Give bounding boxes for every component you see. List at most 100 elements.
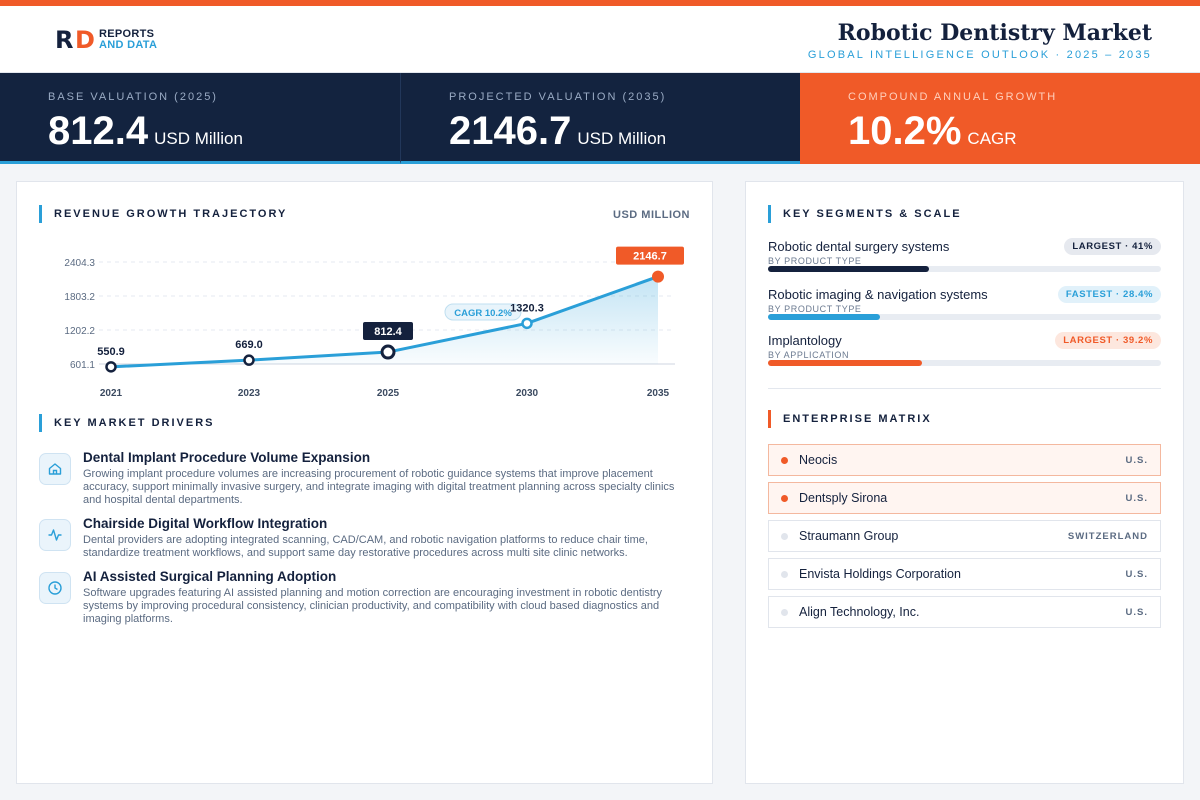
driver-item: Dental Implant Procedure Volume Expansio… xyxy=(39,450,689,510)
kpi-strip: BASE VALUATION (2025) 812.4 USD Million P… xyxy=(0,73,1200,164)
data-label: 1320.3 xyxy=(510,302,544,314)
segment-badge: LARGEST · 39.2% xyxy=(1055,332,1161,349)
x-tick-label: 2035 xyxy=(647,388,670,399)
y-tick-label: 2404.3 xyxy=(64,258,95,269)
revenue-chart: 601.1 1202.2 1803.2 2404.3 CAGR 10.2% 550.9 20… xyxy=(33,240,693,410)
segment-category: BY PRODUCT TYPE xyxy=(768,304,862,314)
segment-item: Implantology BY APPLICATION LARGEST · 39… xyxy=(768,332,1161,373)
segment-track xyxy=(768,360,1161,366)
company-country: U.S. xyxy=(1125,607,1148,618)
company-name: Dentsply Sirona xyxy=(799,491,888,505)
data-label: 669.0 xyxy=(235,339,263,351)
data-point xyxy=(105,361,117,373)
driver-description: Growing implant procedure volumes are in… xyxy=(83,468,675,506)
data-label: 550.9 xyxy=(97,346,125,358)
kpi-unit: USD Million xyxy=(154,129,243,148)
drivers-heading-text: KEY MARKET DRIVERS xyxy=(54,417,215,429)
drivers-list: Dental Implant Procedure Volume Expansio… xyxy=(39,450,689,635)
cagr-label: CAGR 10.2% xyxy=(454,308,512,319)
revenue-panel: REVENUE GROWTH TRAJECTORY USD MILLION 60… xyxy=(16,181,713,784)
segment-bar xyxy=(768,266,930,272)
segment-track xyxy=(768,314,1161,320)
driver-description: Dental providers are adopting integrated… xyxy=(83,534,648,559)
page-subtitle: GLOBAL INTELLIGENCE OUTLOOK · 2025 – 203… xyxy=(807,49,1152,61)
status-dot xyxy=(781,457,788,464)
company-row[interactable]: Straumann Group SWITZERLAND xyxy=(768,520,1161,552)
company-name: Align Technology, Inc. xyxy=(799,605,920,619)
kpi-unit: CAGR xyxy=(967,129,1017,148)
status-dot xyxy=(781,571,788,578)
unit-label: USD MILLION xyxy=(613,209,690,221)
value-label-bg xyxy=(363,322,413,341)
enterprise-heading: ENTERPRISE MATRIX xyxy=(768,410,932,428)
area-fill xyxy=(111,276,658,367)
company-country: SWITZERLAND xyxy=(1067,531,1148,542)
segment-category: BY APPLICATION xyxy=(768,350,850,360)
kpi-base-valuation: BASE VALUATION (2025) 812.4 USD Million xyxy=(0,73,400,164)
revenue-chart-svg: 601.1 1202.2 1803.2 2404.3 CAGR 10.2% 550.9 20… xyxy=(64,246,684,399)
kpi-value: 812.4 xyxy=(48,109,149,153)
x-tick-label: 2030 xyxy=(516,388,539,399)
kpi-cagr: COMPOUND ANNUAL GROWTH 10.2% CAGR xyxy=(800,73,1200,164)
segment-item: Robotic dental surgery systems BY PRODUC… xyxy=(768,238,1161,279)
page-title: Robotic Dentistry Market xyxy=(837,20,1152,46)
data-label: 812.4 xyxy=(374,326,402,338)
company-country: U.S. xyxy=(1125,493,1148,504)
company-row[interactable]: Envista Holdings Corporation U.S. xyxy=(768,558,1161,590)
segment-name: Robotic dental surgery systems xyxy=(768,239,950,254)
driver-title: Dental Implant Procedure Volume Expansio… xyxy=(83,450,371,465)
segments-heading-text: KEY SEGMENTS & SCALE xyxy=(783,208,962,220)
home-icon xyxy=(39,453,71,485)
driver-title: AI Assisted Surgical Planning Adoption xyxy=(83,569,337,584)
section-divider xyxy=(768,388,1161,389)
segment-bar xyxy=(768,360,923,366)
company-name: Straumann Group xyxy=(799,529,899,543)
x-tick-label: 2025 xyxy=(377,388,400,399)
driver-description: Software upgrades featuring AI assisted … xyxy=(83,587,663,625)
driver-title: Chairside Digital Workflow Integration xyxy=(83,516,328,531)
enterprise-heading-text: ENTERPRISE MATRIX xyxy=(783,413,932,425)
kpi-label: COMPOUND ANNUAL GROWTH xyxy=(848,91,1058,103)
activity-icon xyxy=(39,519,71,551)
kpi-label: BASE VALUATION (2025) xyxy=(48,91,218,103)
data-point xyxy=(652,270,664,283)
top-accent-bar xyxy=(0,0,1200,6)
kpi-value: 10.2% xyxy=(848,109,962,153)
data-point xyxy=(380,344,396,360)
company-row[interactable]: Align Technology, Inc. U.S. xyxy=(768,596,1161,628)
segments-heading: KEY SEGMENTS & SCALE xyxy=(768,205,962,223)
company-row[interactable]: Neocis U.S. xyxy=(768,444,1161,476)
y-tick-label: 1803.2 xyxy=(64,292,95,303)
segment-name: Implantology xyxy=(768,333,842,348)
value-label-bg xyxy=(616,246,684,265)
segments-panel: KEY SEGMENTS & SCALE Robotic dental surg… xyxy=(745,181,1184,784)
kpi-unit: USD Million xyxy=(577,129,667,148)
logo-line-2: AND DATA xyxy=(99,39,158,51)
data-label: 2146.7 xyxy=(633,251,667,263)
drivers-heading: KEY MARKET DRIVERS xyxy=(39,414,214,432)
company-country: U.S. xyxy=(1125,455,1148,466)
segment-category: BY PRODUCT TYPE xyxy=(768,256,862,266)
y-tick-label: 601.1 xyxy=(70,360,95,371)
x-tick-label: 2023 xyxy=(238,388,261,399)
driver-item: AI Assisted Surgical Planning Adoption S… xyxy=(39,569,689,629)
revenue-heading-text: REVENUE GROWTH TRAJECTORY xyxy=(54,208,288,220)
data-point xyxy=(521,317,533,330)
segment-bar xyxy=(768,314,880,320)
kpi-projected-valuation: PROJECTED VALUATION (2035) 2146.7 USD Mil… xyxy=(400,73,800,164)
data-point xyxy=(243,354,255,366)
logo-line-1: REPORTS xyxy=(99,28,155,40)
driver-item: Chairside Digital Workflow Integration D… xyxy=(39,516,689,563)
clock-icon xyxy=(39,572,71,604)
y-tick-label: 1202.2 xyxy=(64,326,95,337)
company-row[interactable]: Dentsply Sirona U.S. xyxy=(768,482,1161,514)
company-country: U.S. xyxy=(1125,569,1148,580)
company-name: Envista Holdings Corporation xyxy=(799,567,961,581)
segment-track xyxy=(768,266,1161,272)
segment-badge: FASTEST · 28.4% xyxy=(1057,286,1161,303)
x-tick-label: 2021 xyxy=(100,388,123,399)
kpi-value: 2146.7 xyxy=(449,109,572,153)
